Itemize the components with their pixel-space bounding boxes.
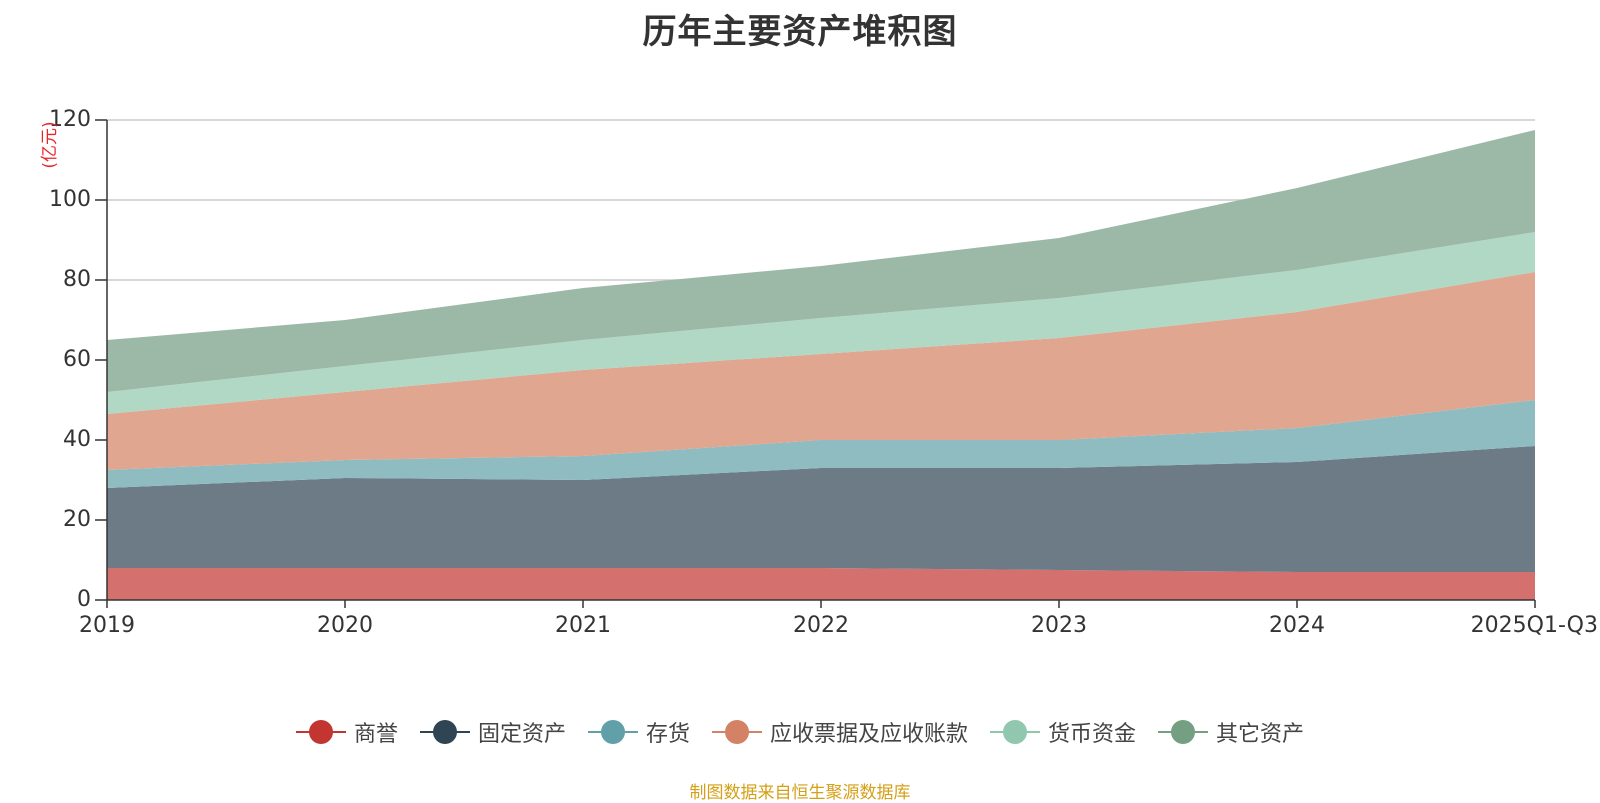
area-固定资产 — [107, 446, 1535, 572]
area-货币资金 — [107, 232, 1535, 414]
legend-label: 其它资产 — [1216, 722, 1305, 747]
area-商誉 — [107, 568, 1535, 600]
area-应收票据及应收账款 — [107, 272, 1535, 470]
legend-marker-icon — [712, 719, 762, 745]
legend-label: 应收票据及应收账款 — [770, 722, 969, 747]
legend-item[interactable]: 货币资金 — [990, 716, 1136, 748]
legend-label: 商誉 — [353, 722, 398, 747]
y-tick-label: 80 — [63, 267, 91, 292]
x-tick-label: 2025Q1-Q3 — [1471, 613, 1598, 638]
legend-marker-icon — [587, 719, 638, 745]
y-tick-label: 40 — [63, 427, 91, 452]
chart-title: 历年主要资产堆积图 — [642, 12, 958, 52]
legend-item[interactable]: 存货 — [587, 716, 690, 748]
source-note: 制图数据来自恒生聚源数据库 — [689, 783, 911, 803]
y-tick-label: 0 — [77, 587, 91, 612]
x-tick-label: 2023 — [1031, 613, 1087, 638]
axes: 0 20 40 60 80 100 120 2019 2020 2021 2022 2023 2024 2… — [49, 107, 1598, 638]
legend: 商誉 固定资产 存货 应收票据及应收账款 货币资金 其它资产 — [0, 716, 1600, 748]
x-tick-label: 2021 — [555, 613, 611, 638]
stacked-areas — [107, 130, 1535, 600]
legend-item[interactable]: 应收票据及应收账款 — [712, 716, 968, 748]
y-axis-unit-label: (亿元) — [40, 121, 60, 168]
area-存货 — [107, 400, 1535, 488]
chart-area: 0 20 40 60 80 100 120 2019 2020 2021 2022 2023 2024 2… — [40, 107, 1598, 638]
legend-marker-icon — [990, 719, 1041, 745]
legend-marker-icon — [295, 719, 346, 745]
legend-item[interactable]: 其它资产 — [1158, 716, 1304, 748]
x-tick-label: 2019 — [79, 613, 135, 638]
y-tick-label: 100 — [49, 187, 91, 212]
legend-marker-icon — [419, 719, 470, 745]
x-tick-label: 2022 — [793, 613, 849, 638]
legend-item[interactable]: 商誉 — [295, 716, 398, 748]
x-tick-label: 2024 — [1269, 613, 1325, 638]
legend-label: 存货 — [645, 722, 690, 747]
legend-marker-icon — [1158, 719, 1209, 745]
y-tick-label: 60 — [63, 347, 91, 372]
x-tick-label: 2020 — [317, 613, 373, 638]
area-其它资产 — [107, 130, 1535, 392]
legend-item[interactable]: 固定资产 — [419, 716, 566, 748]
legend-label: 货币资金 — [1048, 722, 1137, 747]
y-tick-label: 20 — [63, 507, 91, 532]
y-tick-label: 120 — [49, 107, 91, 132]
legend-label: 固定资产 — [477, 722, 566, 747]
